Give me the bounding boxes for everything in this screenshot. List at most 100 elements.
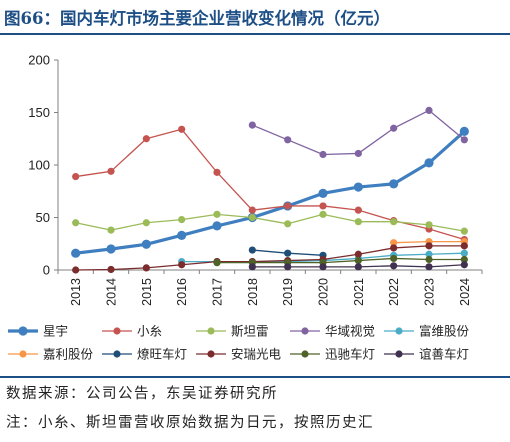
y-tick-label-150: 150 — [28, 105, 50, 120]
data-point-3-2024 — [460, 136, 468, 144]
legend-swatch-marker-0 — [18, 326, 28, 336]
legend-swatch-marker-7 — [207, 350, 215, 358]
x-tick-label-2018: 2018 — [246, 278, 260, 306]
data-point-2-2018 — [248, 213, 256, 222]
x-tick-label-2016: 2016 — [175, 278, 189, 306]
series-3 — [248, 106, 468, 159]
data-point-3-2019 — [284, 136, 292, 144]
data-point-2-2021 — [354, 218, 362, 226]
data-point-6-2019 — [284, 249, 292, 257]
source-note: 数据来源：公司公告，东吴证券研究所 — [6, 386, 278, 402]
x-tick-label-2013: 2013 — [69, 278, 83, 306]
x-tick-label-2014: 2014 — [105, 278, 119, 306]
data-point-3-2023 — [425, 106, 433, 114]
data-point-9-2023 — [425, 263, 433, 271]
data-point-7-2015 — [142, 264, 150, 272]
legend-label-2: 斯坦雷 — [231, 325, 269, 339]
figure-title: 图66：国内车灯市场主要企业营收变化情况（亿元） — [4, 9, 390, 28]
legend-label-4: 富维股份 — [419, 324, 470, 339]
legend-item-8: 迅驰车灯 — [290, 347, 375, 362]
data-point-1-2016 — [178, 125, 186, 133]
legend-swatch-marker-4 — [395, 327, 403, 335]
legend-label-5: 嘉利股份 — [43, 348, 94, 362]
data-point-3-2018 — [248, 121, 256, 129]
legend-item-5: 嘉利股份 — [8, 348, 94, 362]
data-point-2-2020 — [319, 210, 327, 218]
footer-rule — [0, 376, 510, 378]
x-tick-label-2024: 2024 — [458, 278, 472, 306]
data-point-1-2017 — [213, 168, 221, 176]
legend-label-1: 小糸 — [137, 325, 162, 339]
data-point-1-2013 — [72, 172, 80, 181]
data-point-3-2022 — [390, 124, 398, 132]
data-point-9-2024 — [460, 261, 468, 269]
data-point-3-2020 — [319, 150, 327, 159]
data-point-0-2020 — [318, 188, 328, 198]
series-line-3 — [252, 109, 465, 156]
data-point-1-2014 — [107, 167, 115, 175]
legend-item-2: 斯坦雷 — [196, 325, 269, 339]
series-6 — [248, 246, 327, 259]
x-tick-label-2023: 2023 — [423, 278, 437, 306]
legend-label-0: 星宇 — [43, 324, 68, 339]
legend-label-9: 谊善车灯 — [419, 347, 469, 362]
data-point-2-2024 — [460, 227, 468, 235]
legend-item-7: 安瑞光电 — [196, 347, 282, 362]
legend-item-9: 谊善车灯 — [384, 347, 469, 362]
series-0 — [71, 126, 469, 258]
x-tick-label-2019: 2019 — [281, 278, 295, 306]
legend-label-7: 安瑞光电 — [231, 347, 282, 362]
series-line-8 — [217, 257, 465, 264]
y-tick-label-200: 200 — [28, 53, 50, 68]
data-point-7-2021 — [354, 250, 362, 258]
data-point-7-2014 — [107, 265, 115, 274]
data-point-9-2018 — [248, 263, 256, 271]
data-point-7-2024 — [460, 242, 468, 250]
data-point-8-2017 — [213, 259, 221, 267]
data-point-2-2017 — [213, 210, 221, 218]
line-chart: 0 50 100 150 200 2013 2014 2015 2016 2017 2018 2019… — [8, 53, 483, 362]
legend-swatch-marker-6 — [113, 350, 121, 358]
data-point-6-2018 — [248, 246, 256, 254]
data-point-4-2024 — [460, 249, 468, 257]
x-tick-label-2021: 2021 — [352, 278, 366, 306]
legend-item-6: 燎旺车灯 — [102, 347, 187, 362]
footnote: 注：小糸、斯坦雷营收原始数据为日元，按照历史汇 — [6, 415, 374, 431]
data-point-1-2021 — [354, 206, 362, 214]
data-point-8-2022 — [390, 254, 398, 263]
data-point-4-2023 — [425, 250, 433, 258]
data-point-1-2020 — [319, 202, 327, 210]
data-point-8-2024 — [460, 255, 468, 264]
data-point-0-2017 — [212, 221, 222, 231]
legend-label-6: 燎旺车灯 — [137, 347, 187, 362]
legend-swatch-marker-5 — [19, 350, 27, 358]
data-point-1-2015 — [142, 135, 150, 143]
series-8 — [213, 254, 468, 267]
series-9 — [248, 261, 468, 271]
data-point-2-2023 — [425, 221, 433, 229]
x-tick-label-2017: 2017 — [211, 278, 225, 306]
data-point-3-2021 — [354, 149, 362, 158]
data-point-7-2023 — [425, 242, 433, 250]
data-point-2-2015 — [142, 219, 150, 227]
x-tick-label-2020: 2020 — [317, 278, 331, 306]
data-point-1-2018 — [248, 206, 256, 214]
data-point-5-2022 — [390, 239, 398, 247]
series-2 — [72, 210, 468, 235]
data-point-7-2016 — [178, 261, 186, 269]
chart-series — [71, 106, 469, 274]
legend-item-3: 华域视觉 — [290, 324, 375, 339]
data-point-8-2021 — [354, 256, 362, 265]
y-tick-label-0: 0 — [43, 263, 50, 278]
legend-swatch-marker-8 — [301, 350, 309, 358]
legend-label-3: 华域视觉 — [325, 324, 375, 339]
data-point-2-2016 — [178, 216, 186, 224]
series-line-0 — [75, 130, 466, 255]
data-point-8-2023 — [425, 255, 433, 264]
data-point-9-2020 — [319, 263, 327, 271]
series-line-2 — [75, 213, 465, 232]
data-point-0-2023 — [424, 158, 434, 168]
data-point-0-2016 — [177, 230, 187, 240]
data-point-1-2019 — [284, 202, 292, 210]
